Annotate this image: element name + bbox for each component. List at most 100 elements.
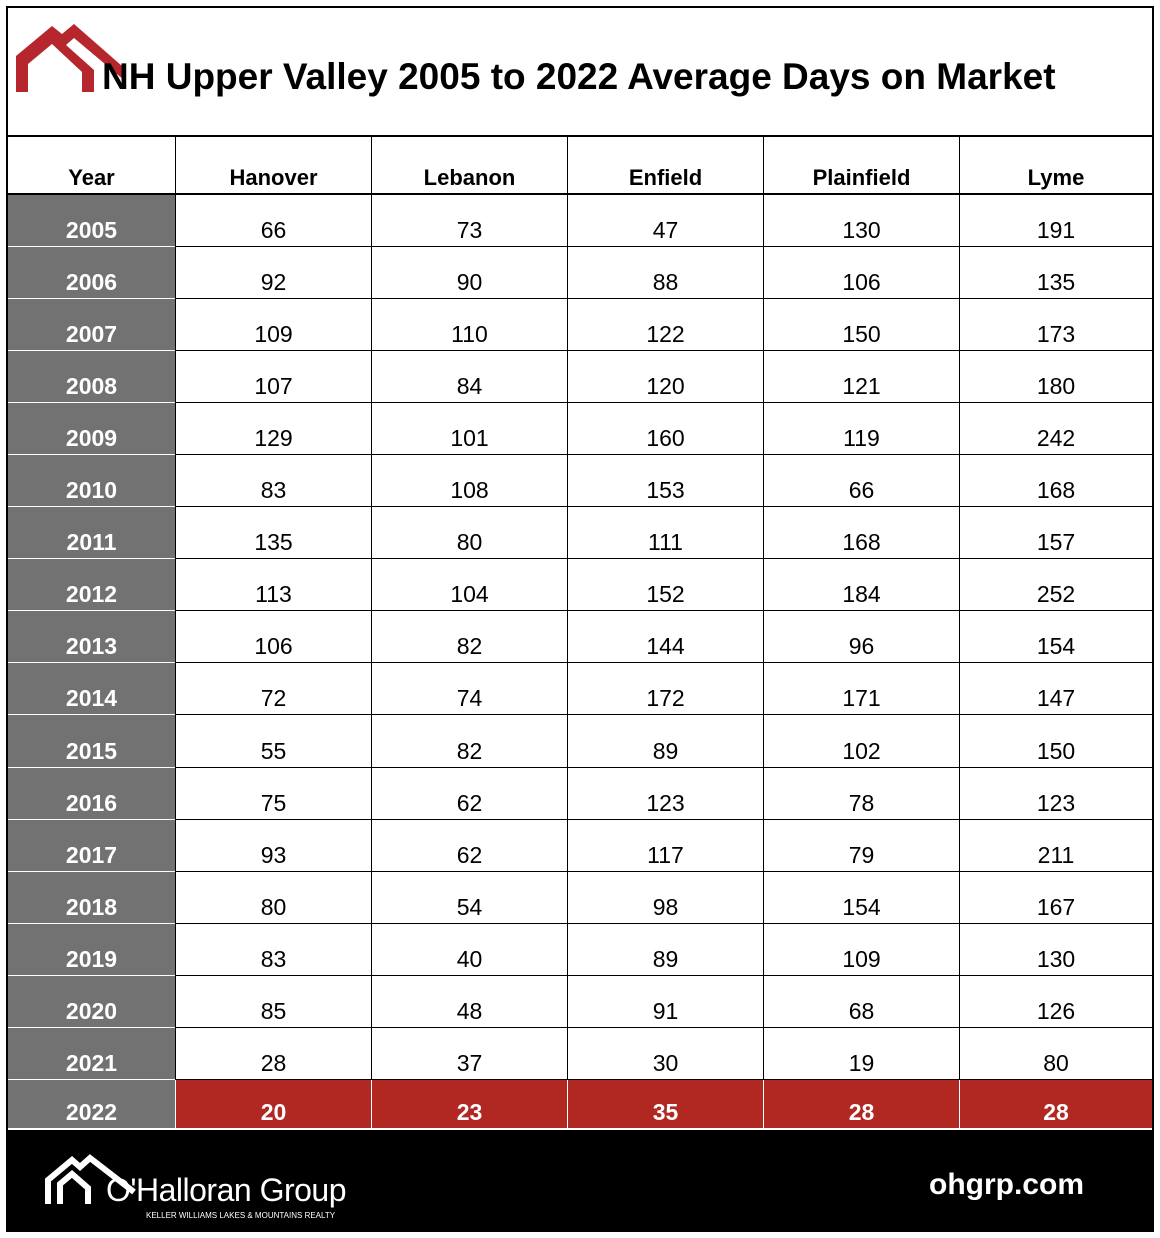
column-header: Hanover	[175, 135, 371, 195]
value-cell: 79	[763, 819, 959, 872]
value-cell: 252	[959, 559, 1152, 612]
value-cell: 129	[175, 403, 371, 456]
url[interactable]: ohgrp.com	[929, 1168, 1084, 1201]
value-cell: 55	[175, 715, 371, 768]
value-cell: 123	[567, 767, 763, 820]
column-header: Year	[8, 135, 175, 195]
value-cell: 154	[763, 871, 959, 924]
value-cell: 168	[959, 455, 1152, 508]
table: Year Hanover Lebanon Enfield Plainfield Lyme 2…	[8, 135, 1152, 1128]
value-cell: 89	[567, 715, 763, 768]
value-cell: 93	[175, 819, 371, 872]
value-cell: 104	[371, 559, 567, 612]
year-cell: 2011	[8, 507, 175, 560]
brand: O'Halloran Group	[106, 1172, 347, 1208]
value-cell: 108	[371, 455, 567, 508]
logo-house	[16, 24, 124, 92]
value-cell: 85	[175, 975, 371, 1028]
value-cell: 90	[371, 247, 567, 300]
value-cell: 83	[175, 923, 371, 976]
value-cell: 91	[567, 975, 763, 1028]
value-cell: 80	[371, 507, 567, 560]
value-cell: 150	[763, 299, 959, 352]
year-cell: 2015	[8, 715, 175, 768]
value-cell: 109	[763, 923, 959, 976]
value-cell: 80	[175, 871, 371, 924]
year-cell: 2014	[8, 663, 175, 716]
column-header: Enfield	[567, 135, 763, 195]
value-cell: 48	[371, 975, 567, 1028]
value-cell: 117	[567, 819, 763, 872]
value-cell: 167	[959, 871, 1152, 924]
value-cell: 66	[763, 455, 959, 508]
value-cell: 30	[567, 1027, 763, 1080]
footer: O'Halloran Group KELLER WILLIAMS LAKES &…	[8, 1130, 1152, 1230]
value-cell: 37	[371, 1027, 567, 1080]
value-cell: 130	[763, 195, 959, 248]
value-cell: 35	[567, 1079, 763, 1128]
year-cell: 2020	[8, 975, 175, 1028]
footer-logo	[45, 1154, 136, 1204]
value-cell: 154	[959, 611, 1152, 664]
value-cell: 242	[959, 403, 1152, 456]
year-cell: 2008	[8, 351, 175, 404]
value-cell: 111	[567, 507, 763, 560]
value-cell: 172	[567, 663, 763, 716]
value-cell: 62	[371, 819, 567, 872]
value-cell: 88	[567, 247, 763, 300]
value-cell: 110	[371, 299, 567, 352]
value-cell: 168	[763, 507, 959, 560]
value-cell: 171	[763, 663, 959, 716]
year-cell: 2017	[8, 819, 175, 872]
column-header: Plainfield	[763, 135, 959, 195]
value-cell: 106	[175, 611, 371, 664]
value-cell: 109	[175, 299, 371, 352]
value-cell: 62	[371, 767, 567, 820]
value-cell: 122	[567, 299, 763, 352]
value-cell: 82	[371, 715, 567, 768]
value-cell: 160	[567, 403, 763, 456]
value-cell: 157	[959, 507, 1152, 560]
year-cell: 2021	[8, 1027, 175, 1080]
value-cell: 47	[567, 195, 763, 248]
year-cell: 2009	[8, 403, 175, 456]
value-cell: 73	[371, 195, 567, 248]
value-cell: 107	[175, 351, 371, 404]
value-cell: 96	[763, 611, 959, 664]
value-cell: 113	[175, 559, 371, 612]
frame: NH Upper Valley 2005 to 2022 Average Day…	[6, 6, 1154, 1232]
value-cell: 150	[959, 715, 1152, 768]
value-cell: 144	[567, 611, 763, 664]
value-cell: 135	[175, 507, 371, 560]
value-cell: 80	[959, 1027, 1152, 1080]
value-cell: 74	[371, 663, 567, 716]
value-cell: 89	[567, 923, 763, 976]
column-header: Lebanon	[371, 135, 567, 195]
value-cell: 92	[175, 247, 371, 300]
value-cell: 82	[371, 611, 567, 664]
value-cell: 66	[175, 195, 371, 248]
year-cell: 2013	[8, 611, 175, 664]
value-cell: 54	[371, 871, 567, 924]
tagline: KELLER WILLIAMS LAKES & MOUNTAINS REALTY	[146, 1211, 336, 1220]
value-cell: 72	[175, 663, 371, 716]
year-cell: 2022	[8, 1079, 175, 1128]
year-cell: 2006	[8, 247, 175, 300]
year-cell: 2005	[8, 195, 175, 248]
value-cell: 184	[763, 559, 959, 612]
value-cell: 102	[763, 715, 959, 768]
value-cell: 19	[763, 1027, 959, 1080]
value-cell: 126	[959, 975, 1152, 1028]
value-cell: 121	[763, 351, 959, 404]
value-cell: 153	[567, 455, 763, 508]
value-cell: 147	[959, 663, 1152, 716]
year-cell: 2016	[8, 767, 175, 820]
value-cell: 83	[175, 455, 371, 508]
house-outline	[45, 1154, 136, 1204]
year-cell: 2007	[8, 299, 175, 352]
year-cell: 2012	[8, 559, 175, 612]
column-header: Lyme	[959, 135, 1152, 195]
value-cell: 40	[371, 923, 567, 976]
year-cell: 2010	[8, 455, 175, 508]
value-cell: 23	[371, 1079, 567, 1128]
